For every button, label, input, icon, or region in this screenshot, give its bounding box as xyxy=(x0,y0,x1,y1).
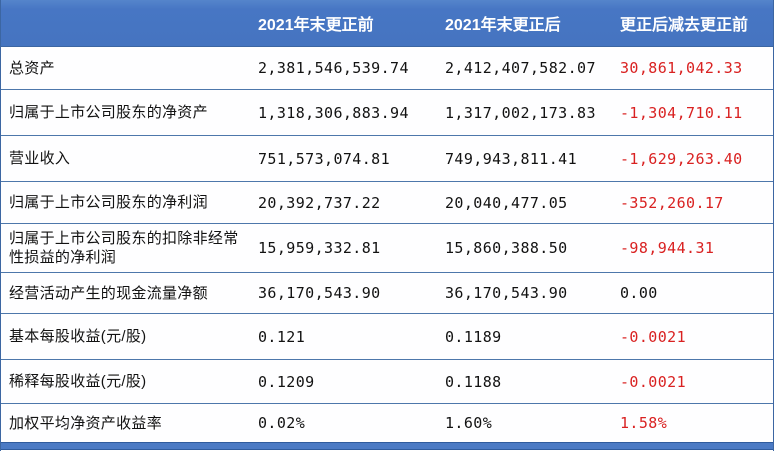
value-after: 36,170,543.90 xyxy=(445,284,568,302)
value-before: 20,392,737.22 xyxy=(258,193,381,212)
row-label: 总资产 xyxy=(9,59,55,77)
value-before: 15,959,332.81 xyxy=(258,239,381,257)
table-row-weighted-avg-roe: 加权平均净资产收益率 0.02% 1.60% 1.58% xyxy=(1,404,773,442)
value-diff: -0.0021 xyxy=(620,327,687,346)
table-row-diluted-eps: 稀释每股收益(元/股) 0.1209 0.1188 -0.0021 xyxy=(1,360,773,404)
value-after: 1,317,002,173.83 xyxy=(445,103,596,122)
table-row-net-profit: 归属于上市公司股东的净利润 20,392,737.22 20,040,477.0… xyxy=(1,182,773,224)
value-after: 0.1189 xyxy=(445,327,502,346)
row-label: 经营活动产生的现金流量净额 xyxy=(9,284,208,302)
table-bottom-bar xyxy=(1,442,773,450)
value-before: 2,381,546,539.74 xyxy=(258,59,409,77)
row-label: 稀释每股收益(元/股) xyxy=(9,373,147,390)
row-label: 归属于上市公司股东的净利润 xyxy=(9,194,208,211)
value-after: 2,412,407,582.07 xyxy=(445,59,596,77)
value-before: 0.1209 xyxy=(258,372,315,391)
row-label: 营业收入 xyxy=(9,150,71,167)
value-after: 0.1188 xyxy=(445,372,502,391)
row-label: 基本每股收益(元/股) xyxy=(9,328,147,345)
header-after-column: 2021年末更正后 xyxy=(445,17,561,34)
table-row-net-assets: 归属于上市公司股东的净资产 1,318,306,883.94 1,317,002… xyxy=(1,90,773,136)
value-diff: -1,629,263.40 xyxy=(620,149,743,168)
value-before: 1,318,306,883.94 xyxy=(258,103,409,122)
value-diff: 30,861,042.33 xyxy=(620,59,743,77)
table-row-total-assets: 总资产 2,381,546,539.74 2,412,407,582.07 30… xyxy=(1,47,773,90)
table-row-basic-eps: 基本每股收益(元/股) 0.121 0.1189 -0.0021 xyxy=(1,314,773,360)
header-diff-column: 更正后减去更正前 xyxy=(620,17,749,34)
value-diff: -352,260.17 xyxy=(620,193,724,212)
value-before: 0.121 xyxy=(258,327,306,346)
value-before: 36,170,543.90 xyxy=(258,284,381,302)
value-diff: 0.00 xyxy=(620,284,658,302)
table-row-revenue: 营业收入 751,573,074.81 749,943,811.41 -1,62… xyxy=(1,136,773,182)
value-after: 20,040,477.05 xyxy=(445,193,568,212)
table-header-row: 2021年末更正前 2021年末更正后 更正后减去更正前 xyxy=(1,0,773,47)
value-diff: 1.58% xyxy=(620,414,668,432)
value-before: 751,573,074.81 xyxy=(258,149,391,168)
row-label: 归属于上市公司股东的扣除非经常性损益的净利润 xyxy=(9,230,239,266)
row-label: 加权平均净资产收益率 xyxy=(9,414,163,432)
table-row-net-profit-excl-nonrecurring: 归属于上市公司股东的扣除非经常性损益的净利润 15,959,332.81 15,… xyxy=(1,224,773,273)
value-diff: -1,304,710.11 xyxy=(620,103,743,122)
value-diff: -98,944.31 xyxy=(620,239,715,257)
table-row-operating-cash-flow: 经营活动产生的现金流量净额 36,170,543.90 36,170,543.9… xyxy=(1,273,773,314)
value-before: 0.02% xyxy=(258,414,306,432)
value-after: 15,860,388.50 xyxy=(445,239,568,257)
value-after: 1.60% xyxy=(445,414,493,432)
row-label: 归属于上市公司股东的净资产 xyxy=(9,104,208,121)
value-diff: -0.0021 xyxy=(620,372,687,391)
header-before-column: 2021年末更正前 xyxy=(258,17,374,34)
value-after: 749,943,811.41 xyxy=(445,149,578,168)
